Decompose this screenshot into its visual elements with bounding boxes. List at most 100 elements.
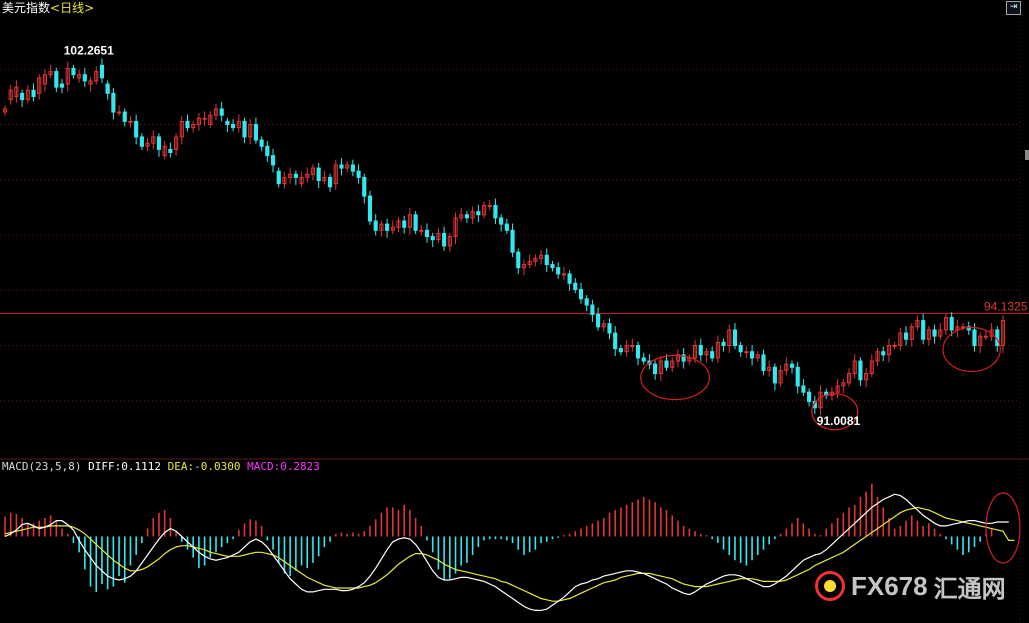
candle-body: [316, 167, 321, 182]
candle-body: [864, 373, 869, 381]
candle-body: [681, 354, 686, 362]
candle-body: [379, 223, 384, 231]
candle-body: [561, 273, 566, 276]
scroll-handle[interactable]: [1025, 150, 1029, 160]
candle-body: [42, 74, 47, 85]
candle-body: [356, 170, 361, 178]
candle-body: [909, 326, 914, 340]
candle-body: [807, 391, 812, 403]
candle-body: [852, 360, 857, 375]
candle-body: [276, 170, 281, 185]
candle-body: [248, 124, 253, 138]
candle-body: [556, 267, 561, 275]
candle-body: [903, 332, 909, 340]
maximize-button[interactable]: ⇥: [1006, 1, 1021, 15]
candle-body: [915, 320, 920, 328]
candle-body: [772, 366, 777, 384]
candle-body: [151, 136, 156, 144]
candle-body: [653, 363, 658, 375]
candle-body: [692, 345, 698, 359]
candle-body: [333, 164, 338, 185]
candle-body: [698, 345, 703, 356]
diff-line: [4, 493, 1009, 611]
price-labels: 102.2651 91.0081 94.1325: [64, 43, 1028, 427]
candle-body: [145, 142, 150, 147]
candle-body: [116, 111, 122, 114]
candle-body: [111, 92, 116, 113]
candle-body: [134, 120, 139, 138]
candle-body: [886, 345, 892, 356]
candle-body: [270, 155, 276, 166]
candle-body: [487, 204, 492, 207]
candle-body: [402, 220, 407, 228]
candle-body: [139, 136, 144, 147]
candle-body: [539, 254, 544, 259]
candle-body: [459, 214, 464, 219]
candle-body: [65, 67, 70, 85]
candle-body: [453, 217, 458, 238]
candle-body: [59, 83, 65, 88]
candle-body: [664, 360, 669, 368]
candle-body: [464, 214, 469, 219]
candle-body: [48, 71, 53, 76]
pattern-circle: [942, 326, 1001, 373]
candle-body: [881, 351, 886, 356]
candle-body: [704, 351, 709, 356]
candle-body: [179, 120, 184, 138]
candle-body: [869, 360, 874, 375]
candle-body: [20, 92, 25, 101]
candle-body: [818, 391, 823, 409]
pattern-circles: [640, 326, 1021, 564]
candle-body: [219, 108, 224, 116]
candle-body: [322, 176, 327, 182]
candle-body: [236, 120, 241, 129]
candle-body: [932, 329, 937, 337]
candle-body: [185, 120, 190, 129]
candle-body: [732, 329, 738, 346]
candle-body: [174, 136, 179, 150]
fx678-logo-icon: [815, 571, 845, 601]
candle-body: [253, 124, 258, 141]
instrument-name: 美元指数: [2, 1, 51, 15]
candle-body: [345, 164, 350, 169]
low-price-label: 91.0081: [817, 414, 861, 428]
candle-body: [424, 229, 430, 238]
candle-body: [504, 223, 509, 231]
macd-end-circle: [985, 492, 1021, 564]
candle-body: [162, 145, 167, 157]
candle-body: [835, 385, 840, 393]
period-label[interactable]: <日线>: [50, 1, 95, 15]
candle-body: [533, 257, 538, 262]
candle-body: [191, 124, 196, 129]
candle-body: [510, 229, 515, 253]
candle-body: [875, 351, 880, 362]
candle-body: [527, 260, 532, 266]
candle-body: [339, 164, 344, 169]
candle-body: [846, 373, 852, 384]
watermark-brand: FX678: [851, 570, 928, 601]
candle-body: [442, 232, 447, 247]
candle-body: [550, 264, 555, 269]
candle-body: [567, 273, 572, 284]
candle-body: [641, 357, 646, 362]
candle-body: [613, 332, 618, 350]
candle-body: [624, 345, 629, 353]
candle-body: [293, 173, 298, 178]
candle-body: [299, 176, 304, 185]
candle-body: [54, 71, 59, 88]
candle-body: [350, 164, 355, 172]
candle-body: [156, 136, 162, 150]
candle-body: [99, 64, 105, 79]
candle-body: [476, 211, 481, 216]
candle-body: [892, 345, 897, 347]
candle-body: [202, 117, 207, 120]
candle-body: [305, 173, 310, 178]
candle-body: [784, 363, 789, 371]
candle-body: [943, 316, 949, 331]
candle-body: [407, 214, 412, 228]
candle-body: [213, 108, 219, 116]
candle-body: [419, 229, 424, 232]
candle-body: [2, 108, 8, 113]
